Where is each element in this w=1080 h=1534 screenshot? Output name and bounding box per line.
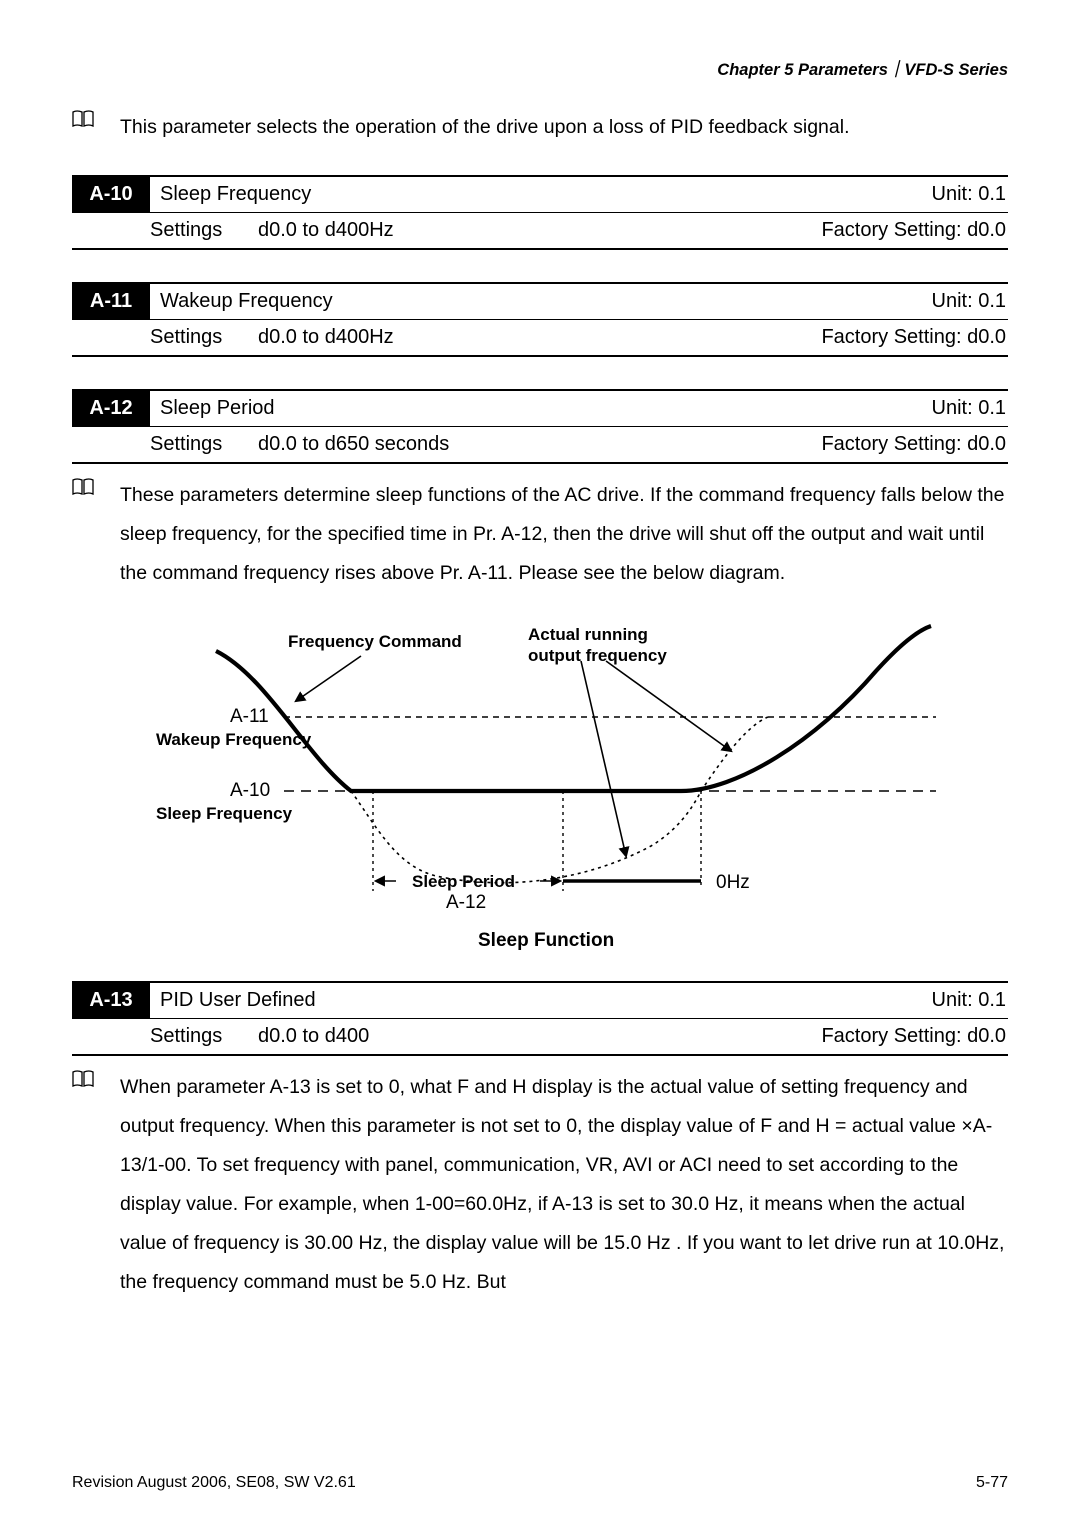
label-a10: A-10 <box>230 779 270 803</box>
param-unit: Unit: 0.1 <box>922 284 1008 319</box>
intro-text: This parameter selects the operation of … <box>120 108 850 147</box>
param-a12: A-12 Sleep Period Unit: 0.1 Settings d0.… <box>72 389 1008 464</box>
settings-label: Settings <box>150 433 228 456</box>
label-freq-cmd: Frequency Command <box>288 631 462 652</box>
label-sleepfreq: Sleep Frequency <box>156 803 292 824</box>
settings-label: Settings <box>150 326 228 349</box>
page-header: Chapter 5 Parameters｜VFD-S Series <box>72 56 1008 80</box>
settings-range: d0.0 to d400 <box>258 1025 821 1048</box>
diagram-title: Sleep Function <box>478 929 614 953</box>
param-a10: A-10 Sleep Frequency Unit: 0.1 Settings … <box>72 175 1008 250</box>
param-unit: Unit: 0.1 <box>922 391 1008 426</box>
footer-right: 5-77 <box>976 1474 1008 1492</box>
sleep-function-diagram: Frequency Command Actual running output … <box>136 621 956 961</box>
label-sleepperiod: Sleep Period <box>412 871 515 892</box>
param-a11: A-11 Wakeup Frequency Unit: 0.1 Settings… <box>72 282 1008 357</box>
settings-range: d0.0 to d400Hz <box>258 219 821 242</box>
note-a12: These parameters determine sleep functio… <box>72 476 1008 593</box>
note-a13: When parameter A-13 is set to 0, what F … <box>72 1068 1008 1302</box>
book-icon <box>72 1068 120 1094</box>
note-a13-text: When parameter A-13 is set to 0, what F … <box>120 1068 1008 1302</box>
book-icon <box>72 476 120 502</box>
settings-range: d0.0 to d400Hz <box>258 326 821 349</box>
param-title: Wakeup Frequency <box>150 284 922 319</box>
settings-factory: Factory Setting: d0.0 <box>821 326 1008 349</box>
book-icon <box>72 108 120 134</box>
param-a13: A-13 PID User Defined Unit: 0.1 Settings… <box>72 981 1008 1056</box>
label-zero: 0Hz <box>716 871 750 895</box>
param-code: A-12 <box>72 391 150 426</box>
label-a12: A-12 <box>446 891 486 915</box>
settings-label: Settings <box>150 1025 228 1048</box>
intro-note: This parameter selects the operation of … <box>72 108 1008 147</box>
param-code: A-10 <box>72 177 150 212</box>
label-a11: A-11 <box>230 705 269 729</box>
settings-factory: Factory Setting: d0.0 <box>821 219 1008 242</box>
param-title: Sleep Period <box>150 391 922 426</box>
param-title: PID User Defined <box>150 983 922 1018</box>
param-code: A-13 <box>72 983 150 1018</box>
footer-left: Revision August 2006, SE08, SW V2.61 <box>72 1474 356 1492</box>
label-wakeup: Wakeup Frequency <box>156 729 311 750</box>
param-title: Sleep Frequency <box>150 177 922 212</box>
note-a12-text: These parameters determine sleep functio… <box>120 476 1008 593</box>
settings-factory: Factory Setting: d0.0 <box>821 433 1008 456</box>
label-actual: Actual running output frequency <box>528 624 667 667</box>
param-unit: Unit: 0.1 <box>922 983 1008 1018</box>
param-unit: Unit: 0.1 <box>922 177 1008 212</box>
settings-factory: Factory Setting: d0.0 <box>821 1025 1008 1048</box>
page-footer: Revision August 2006, SE08, SW V2.61 5-7… <box>72 1474 1008 1492</box>
settings-range: d0.0 to d650 seconds <box>258 433 821 456</box>
settings-label: Settings <box>150 219 228 242</box>
param-code: A-11 <box>72 284 150 319</box>
